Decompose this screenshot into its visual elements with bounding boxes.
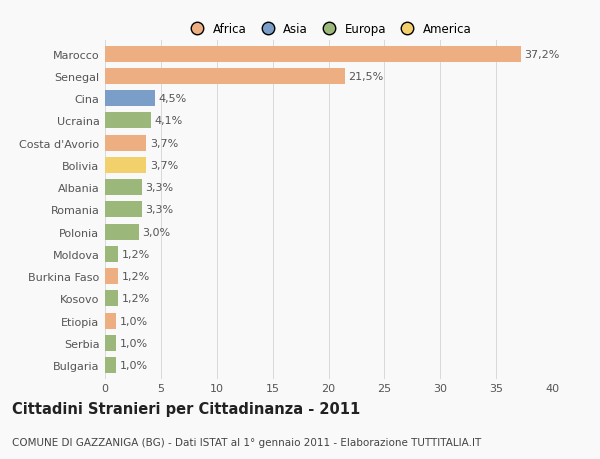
Text: 4,5%: 4,5% xyxy=(158,94,187,104)
Bar xyxy=(105,113,151,129)
Bar xyxy=(105,313,116,329)
Bar xyxy=(105,291,118,307)
Text: 37,2%: 37,2% xyxy=(524,50,559,60)
Bar xyxy=(105,246,118,263)
Text: 3,7%: 3,7% xyxy=(150,161,178,171)
Bar xyxy=(105,180,142,196)
Text: COMUNE DI GAZZANIGA (BG) - Dati ISTAT al 1° gennaio 2011 - Elaborazione TUTTITAL: COMUNE DI GAZZANIGA (BG) - Dati ISTAT al… xyxy=(12,437,481,447)
Bar xyxy=(105,335,116,351)
Bar xyxy=(105,269,118,285)
Text: 1,2%: 1,2% xyxy=(122,249,150,259)
Text: 3,3%: 3,3% xyxy=(145,205,173,215)
Text: 4,1%: 4,1% xyxy=(154,116,182,126)
Bar xyxy=(105,91,155,107)
Text: 3,7%: 3,7% xyxy=(150,139,178,148)
Text: 1,0%: 1,0% xyxy=(119,316,148,326)
Text: 1,2%: 1,2% xyxy=(122,272,150,281)
Text: 3,3%: 3,3% xyxy=(145,183,173,193)
Bar xyxy=(105,157,146,174)
Bar xyxy=(105,202,142,218)
Text: 1,0%: 1,0% xyxy=(119,360,148,370)
Bar xyxy=(105,47,521,62)
Bar xyxy=(105,224,139,240)
Bar xyxy=(105,358,116,373)
Text: 1,2%: 1,2% xyxy=(122,294,150,304)
Text: Cittadini Stranieri per Cittadinanza - 2011: Cittadini Stranieri per Cittadinanza - 2… xyxy=(12,401,360,416)
Text: 3,0%: 3,0% xyxy=(142,227,170,237)
Text: 21,5%: 21,5% xyxy=(349,72,384,82)
Legend: Africa, Asia, Europa, America: Africa, Asia, Europa, America xyxy=(181,18,476,41)
Bar xyxy=(105,135,146,151)
Text: 1,0%: 1,0% xyxy=(119,338,148,348)
Bar xyxy=(105,69,345,85)
